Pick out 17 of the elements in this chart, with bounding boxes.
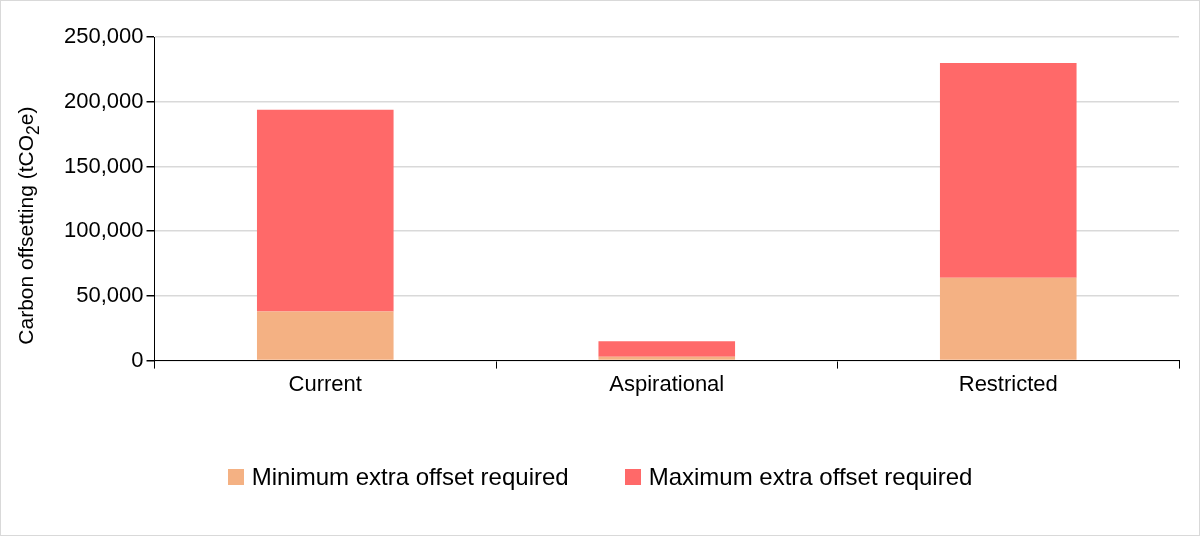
x-tick-label: Aspirational [609, 370, 725, 396]
y-tick-label: 100,000 [63, 217, 144, 243]
bar [939, 277, 1077, 360]
bar [598, 356, 736, 360]
bar [256, 109, 394, 312]
bar [598, 341, 736, 357]
legend-label: Minimum extra offset required [251, 463, 569, 491]
x-tick-label: Restricted [958, 370, 1058, 396]
legend-label: Maximum extra offset required [648, 463, 973, 491]
y-tick-label: 250,000 [63, 23, 144, 49]
bar [939, 63, 1077, 278]
y-tick-label: 200,000 [63, 87, 144, 113]
y-tick-label: 50,000 [76, 281, 144, 307]
bar [256, 311, 394, 360]
y-tick-label: 150,000 [63, 152, 144, 178]
x-tick-label: Current [288, 370, 362, 396]
y-tick-label: 0 [131, 346, 144, 372]
